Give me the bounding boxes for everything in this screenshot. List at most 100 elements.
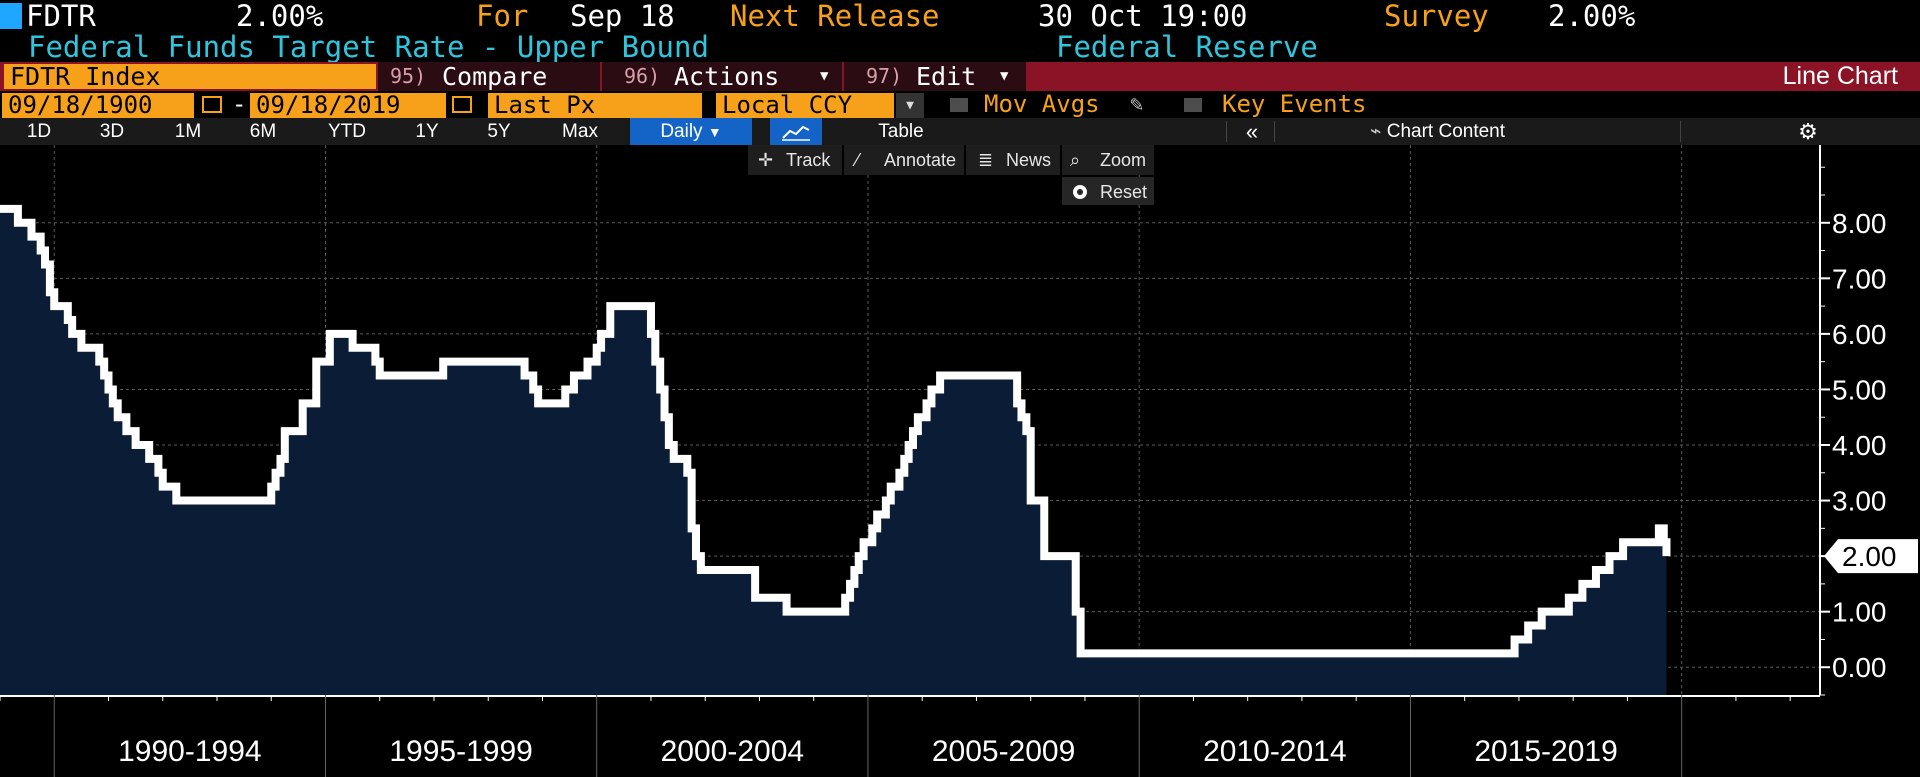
track-tool[interactable]: ✛ Track [758,150,831,170]
news-label: News [1006,150,1051,170]
mov-avgs-checkbox[interactable] [950,98,968,112]
pencil-icon[interactable]: ✎ [1130,92,1144,117]
collapse-icon[interactable]: « [1245,119,1259,144]
security-field[interactable]: FDTR Index [4,64,376,89]
reset-button[interactable]: Reset [1073,182,1147,202]
chart-type[interactable]: Line Chart [1782,62,1898,90]
next-release-label: Next Release [730,0,940,33]
news-tool-bg [966,145,1060,175]
reset-icon-inner [1077,189,1083,195]
currency-value: Local CCY [722,91,853,119]
chart-content-icon: ⌁ [1370,121,1382,142]
zoom-label: Zoom [1100,150,1146,170]
currency-select[interactable]: Local CCY [716,93,894,118]
rate-series-line [0,204,1671,658]
compare-num: 95) [390,64,427,88]
source: Federal Reserve [1056,30,1318,64]
track-label: Track [786,150,831,170]
actions-button[interactable]: 96) Actions ▼ [602,62,842,91]
field-value: Last Px [494,91,596,119]
timeframe-5y[interactable]: 5Y [487,121,511,142]
timeframe-ytd[interactable]: YTD [328,121,366,142]
y-tick-label: 1.00 [1832,597,1887,628]
y-tick-label: 0.00 [1832,652,1887,683]
last-value: 2.00% [236,0,324,33]
calendar-icon[interactable] [202,96,222,113]
currency-dropdown-icon[interactable]: ▼ [896,93,924,118]
edit-button[interactable]: 97) Edit ▼ [844,62,1026,91]
x-period-label: 2010-2014 [1203,735,1346,768]
annotate-tool[interactable]: ⁄ Annotate [852,150,956,170]
x-period-label: 1990-1994 [118,735,261,768]
line-chart[interactable]: 0.001.002.003.004.005.006.007.008.002.00… [0,145,1920,777]
y-tick-label: 5.00 [1832,374,1887,405]
zoom-tool[interactable]: ⌕ Zoom [1070,150,1146,170]
track-icon: ✛ [758,150,773,170]
table-button[interactable]: Table [878,121,924,142]
timeframe-1m[interactable]: 1M [174,121,202,142]
last-value-tag: 2.00 [1824,539,1918,574]
chart-content-button[interactable]: ⌁ Chart Content [1370,118,1620,145]
actions-num: 96) [624,64,661,88]
x-period-label: 2000-2004 [661,735,804,768]
frequency-caret-icon: ▼ [707,124,722,140]
news-tool[interactable]: ≣ News [978,150,1051,170]
x-period-label: 2005-2009 [932,735,1075,768]
end-date-field[interactable]: 09/18/2019 [250,93,446,118]
start-date-field[interactable]: 09/18/1900 [2,93,194,118]
timeframe-row: 1D 3D 1M 6M YTD 1Y 5Y Max Daily ▼ Table … [0,118,1920,145]
timeframe-3d[interactable]: 3D [99,121,125,142]
start-date: 09/18/1900 [8,91,153,119]
mov-avgs-label: Mov Avgs [984,90,1100,118]
y-tick-label: 4.00 [1832,430,1887,461]
x-period-label: 2015-2019 [1474,735,1617,768]
track-tool-bg [748,145,842,175]
frequency-select[interactable]: Daily ▼ [630,118,752,145]
ticker[interactable]: FDTR [26,0,96,33]
timeframe-6m[interactable]: 6M [249,121,277,142]
divider [1274,121,1275,142]
compare-button[interactable]: 95) Compare [378,62,600,91]
actions-caret-icon: ▼ [820,68,829,84]
survey-value: 2.00% [1548,0,1636,33]
for-label: For [476,0,529,33]
x-period-label: 1995-1999 [389,735,532,768]
timeframe-1d[interactable]: 1D [26,121,52,142]
next-release-value: 30 Oct 19:00 [1038,0,1248,33]
last-value-tag-bg [1824,539,1918,574]
chart-content-label: Chart Content [1386,121,1506,142]
frequency-value: Daily [660,121,703,142]
annotate-icon: ⁄ [852,150,862,170]
x-axis: 1990-1994 1995-1999 2000-2004 2005-2009 2010… [0,695,1820,777]
y-tick-label: 6.00 [1832,319,1887,350]
settings-gear-icon[interactable]: ⚙ [1798,119,1818,144]
last-value-tag-label: 2.00 [1842,541,1897,572]
rate-area-fill [0,208,1667,695]
header-row-2: Federal Funds Target Rate - Upper Bound … [0,32,1920,62]
calendar-icon[interactable] [452,96,472,113]
key-events-checkbox[interactable] [1184,98,1202,112]
divider [1226,121,1227,142]
date-dash: - [232,90,247,118]
timeframe-max[interactable]: Max [562,121,598,142]
security-value: FDTR Index [10,62,161,91]
toolbar: FDTR Index 95) Compare 96) Actions ▼ 97)… [0,62,1920,91]
compare-label: Compare [442,62,548,91]
annotate-label: Annotate [884,150,956,170]
ticker-marker [0,3,22,29]
y-axis: 0.001.002.003.004.005.006.007.008.002.00 [1819,145,1918,696]
survey-label: Survey [1384,0,1489,33]
y-tick-label: 8.00 [1832,208,1887,239]
y-tick-label: 3.00 [1832,486,1887,517]
timeframe-1y[interactable]: 1Y [415,121,439,142]
chart-tools: ✛ Track ⁄ Annotate ≣ News ⌕ Zoom Reset [748,145,1154,205]
description: Federal Funds Target Rate - Upper Bound [28,30,709,64]
line-chart-icon[interactable] [770,118,822,145]
key-events-label: Key Events [1222,90,1367,118]
end-date: 09/18/2019 [256,91,401,119]
zoom-tool-bg [1062,145,1154,175]
edit-label: Edit [916,62,977,91]
field-select[interactable]: Last Px [488,93,702,118]
actions-label: Actions [674,62,780,91]
edit-caret-icon: ▼ [1000,68,1009,84]
